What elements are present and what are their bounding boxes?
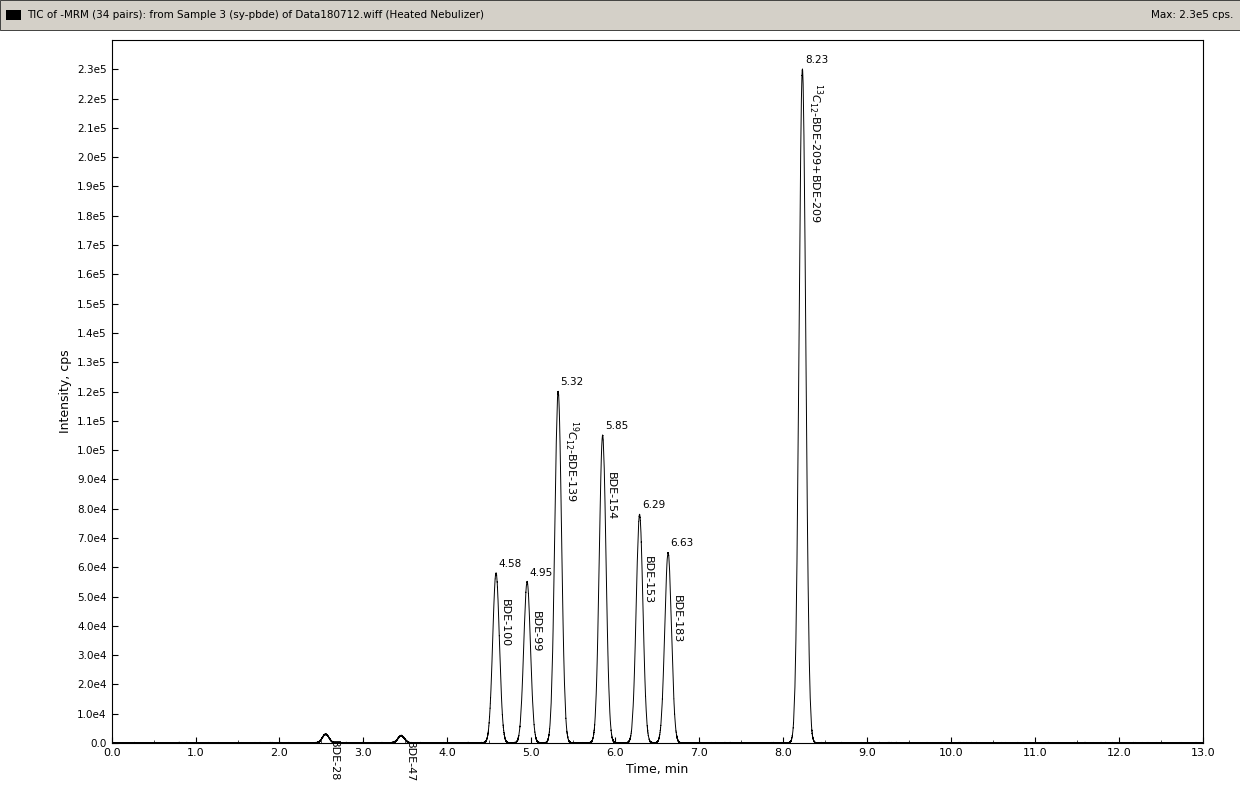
Text: 5.32: 5.32 <box>560 377 584 388</box>
Text: BDE-154: BDE-154 <box>606 472 616 521</box>
Text: BDE-28: BDE-28 <box>329 740 339 781</box>
Text: BDE-183: BDE-183 <box>672 594 682 642</box>
Y-axis label: Intensity, cps: Intensity, cps <box>58 350 72 433</box>
Text: 5.85: 5.85 <box>605 421 629 431</box>
X-axis label: Time, min: Time, min <box>626 764 688 777</box>
Text: 4.58: 4.58 <box>498 559 522 569</box>
Text: BDE-47: BDE-47 <box>404 741 414 782</box>
Text: $^{13}C_{12}$-BDE-209+BDE-209: $^{13}C_{12}$-BDE-209+BDE-209 <box>806 83 825 223</box>
Text: BDE-100: BDE-100 <box>500 598 510 646</box>
Text: 8.23: 8.23 <box>805 55 828 65</box>
Text: 6.63: 6.63 <box>671 539 694 548</box>
Text: TIC of -MRM (34 pairs): from Sample 3 (sy-pbde) of Data180712.wiff (Heated Nebul: TIC of -MRM (34 pairs): from Sample 3 (s… <box>27 10 485 20</box>
Text: Max: 2.3e5 cps.: Max: 2.3e5 cps. <box>1152 10 1234 20</box>
Text: 4.95: 4.95 <box>529 567 553 578</box>
Text: BDE-99: BDE-99 <box>531 611 541 652</box>
Text: 6.29: 6.29 <box>642 500 666 511</box>
Text: $^{19}C_{12}$-BDE-139: $^{19}C_{12}$-BDE-139 <box>562 419 580 502</box>
Text: BDE-153: BDE-153 <box>642 555 653 604</box>
